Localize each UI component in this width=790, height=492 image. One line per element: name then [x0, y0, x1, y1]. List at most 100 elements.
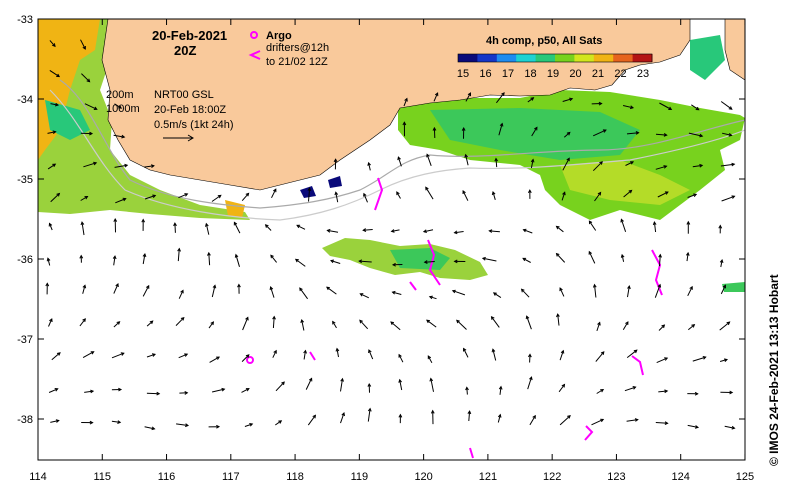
lon-tick-label: 118	[286, 471, 304, 483]
current-vector	[653, 222, 657, 233]
current-vector-head	[390, 229, 395, 233]
current-vector-head	[566, 157, 570, 162]
current-vector	[335, 192, 339, 203]
current-vector	[83, 162, 97, 168]
current-vector	[295, 258, 306, 267]
current-vector	[80, 196, 88, 201]
current-vector-head	[599, 161, 603, 165]
sst-patch-east-warm	[560, 160, 690, 205]
current-vector-head	[270, 254, 274, 259]
current-vector	[113, 283, 119, 294]
current-vector-head	[368, 349, 372, 354]
vector-scale-label: 0.5m/s (1kt 24h)	[154, 119, 233, 131]
current-vector-head	[467, 92, 471, 97]
current-vector	[327, 229, 339, 233]
current-vector-head	[520, 288, 525, 293]
current-vector	[84, 390, 94, 393]
map-time-title: 20Z	[174, 43, 196, 58]
sst-patch-small-east	[722, 282, 745, 292]
current-vector	[626, 132, 639, 135]
current-vector	[499, 386, 502, 395]
sst-patch-cold-bits	[300, 176, 342, 198]
current-vector-head	[212, 284, 217, 289]
current-vector	[211, 388, 225, 393]
colorbar-segment	[593, 54, 614, 62]
current-vector	[303, 350, 306, 360]
current-vector	[456, 319, 467, 330]
current-vector-head	[149, 320, 154, 325]
current-vector	[368, 349, 374, 360]
current-vector	[531, 127, 538, 137]
current-vector-head	[245, 354, 250, 358]
drifter-track-8	[409, 281, 417, 291]
current-vector	[452, 290, 466, 296]
current-vector-head	[556, 313, 560, 318]
current-vector	[178, 353, 188, 359]
current-vector-head	[627, 285, 631, 290]
current-vector	[620, 219, 627, 232]
current-vector-head	[693, 193, 698, 198]
colorbar-tick-label: 18	[524, 68, 536, 80]
current-vector	[529, 415, 536, 426]
current-vector-head	[527, 353, 532, 358]
current-vector	[720, 163, 735, 167]
current-vector	[596, 389, 604, 394]
current-vector	[497, 414, 501, 423]
current-vector-head	[303, 349, 307, 354]
current-vector	[49, 223, 53, 231]
current-vector-head	[185, 423, 190, 428]
current-vector-head	[488, 229, 493, 233]
current-vector-head	[663, 165, 668, 169]
current-vector	[426, 319, 437, 328]
current-vector-head	[494, 157, 499, 162]
current-vector	[272, 350, 277, 358]
plot-frame	[37, 18, 746, 461]
current-vector-head	[234, 253, 239, 258]
current-vector	[340, 378, 343, 392]
current-vector	[340, 412, 345, 424]
current-vector	[235, 254, 240, 267]
current-vector-head	[180, 316, 185, 321]
current-vector-head	[82, 284, 87, 289]
current-vector	[391, 229, 400, 232]
current-vector-head	[726, 321, 731, 326]
current-vector-head	[664, 421, 669, 425]
current-vector-head	[272, 315, 276, 320]
current-vector	[178, 193, 188, 199]
current-vector-head	[52, 43, 56, 48]
current-vector	[330, 260, 341, 264]
current-vector	[721, 195, 735, 202]
current-vector-head	[530, 158, 535, 163]
current-vector	[403, 98, 408, 107]
current-vector-head	[467, 410, 472, 415]
current-vector-head	[527, 189, 532, 194]
current-vector-head	[82, 45, 86, 50]
current-vector-head	[141, 218, 146, 223]
current-vector	[272, 316, 275, 329]
current-vector	[623, 190, 632, 198]
current-vector	[482, 257, 497, 262]
current-vector-head	[525, 315, 530, 320]
current-vector-head	[534, 126, 538, 131]
current-vector-head	[390, 321, 395, 325]
current-vector-head	[221, 387, 226, 392]
current-vector-head	[630, 161, 635, 165]
current-vector-head	[177, 247, 181, 252]
current-time-label: 20-Feb 18:00Z	[154, 104, 226, 116]
current-vector-head	[592, 283, 597, 288]
lon-tick-label: 119	[351, 471, 369, 483]
drifter-track-1	[374, 177, 384, 211]
current-vector	[265, 224, 272, 231]
current-vector	[270, 254, 277, 263]
current-vector-head	[112, 255, 117, 260]
current-vector	[622, 105, 634, 109]
current-vector-head	[359, 293, 364, 297]
current-vector-head	[694, 391, 699, 396]
lon-tick-label: 120	[414, 471, 432, 483]
current-vector-head	[600, 351, 605, 355]
current-vector	[658, 390, 668, 393]
current-vector	[686, 252, 689, 262]
current-vector-head	[398, 413, 403, 418]
current-vector	[113, 256, 116, 266]
colorbar-segment	[613, 54, 634, 62]
